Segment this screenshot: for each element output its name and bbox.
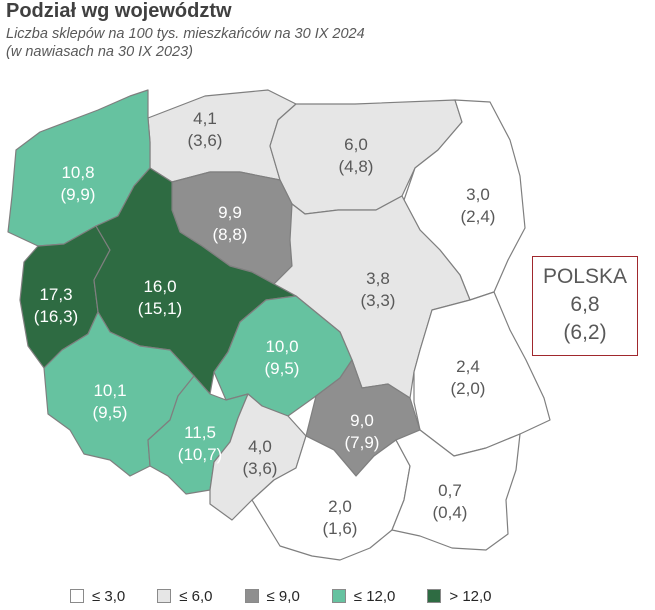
region-value-lodzkie: 10,0 [265, 337, 298, 356]
legend: ≤ 3,0 ≤ 6,0 ≤ 9,0 ≤ 12,0 > 12,0 [70, 586, 524, 606]
region-value-podkarpackie: 0,7 [438, 481, 462, 500]
region-value-dolnoslaskie: 10,1 [93, 381, 126, 400]
region-prev-value-lubelskie: (2,0) [451, 379, 486, 398]
region-value-warminsko-mazurskie: 6,0 [344, 135, 368, 154]
region-prev-value-dolnoslaskie: (9,5) [93, 403, 128, 422]
region-prev-value-wielkopolskie: (15,1) [138, 299, 182, 318]
legend-item: ≤ 12,0 [331, 587, 396, 605]
legend-label: > 12,0 [449, 587, 492, 605]
legend-label: ≤ 6,0 [179, 587, 213, 605]
legend-swatch [244, 589, 259, 603]
region-prev-value-swietokrzyskie: (7,9) [345, 433, 380, 452]
region-value-lubuskie: 17,3 [39, 285, 72, 304]
region-prev-value-lodzkie: (9,5) [265, 359, 300, 378]
region-value-malopolskie: 2,0 [328, 497, 352, 516]
national-prev-value: (6,2) [563, 321, 607, 344]
legend-swatch [331, 589, 346, 603]
legend-item: > 12,0 [427, 587, 492, 605]
region-value-lubelskie: 2,4 [456, 357, 480, 376]
legend-swatch [70, 589, 84, 603]
national-total-box: POLSKA 6,8 (6,2) [532, 256, 638, 356]
region-value-podlaskie: 3,0 [466, 185, 490, 204]
legend-item: ≤ 9,0 [244, 587, 300, 605]
region-prev-value-malopolskie: (1,6) [323, 519, 358, 538]
legend-label: ≤ 12,0 [353, 587, 396, 605]
legend-label: ≤ 9,0 [266, 587, 300, 605]
subtitle-line-2: (w nawiasach na 30 IX 2023) [6, 44, 193, 60]
legend-item: ≤ 6,0 [157, 587, 213, 605]
region-prev-value-podlaskie: (2,4) [461, 207, 496, 226]
region-value-pomorskie: 4,1 [193, 109, 217, 128]
region-lubelskie[interactable] [413, 291, 551, 457]
region-prev-value-kujawsko-pomorskie: (8,8) [213, 225, 248, 244]
region-prev-value-opolskie: (10,7) [178, 445, 222, 464]
region-prev-value-pomorskie: (3,6) [188, 131, 223, 150]
map-title: Podział wg województw [6, 0, 232, 22]
legend-item: ≤ 3,0 [70, 588, 125, 605]
legend-label: ≤ 3,0 [92, 587, 126, 605]
region-prev-value-mazowieckie: (3,3) [361, 291, 396, 310]
region-value-kujawsko-pomorskie: 9,9 [218, 203, 242, 222]
region-podkarpackie[interactable] [391, 429, 521, 551]
region-prev-value-zachodniopomorskie: (9,9) [61, 185, 96, 204]
national-name: POLSKA [542, 265, 628, 288]
legend-swatch [427, 589, 442, 603]
map-subtitle: Liczba sklepów na 100 tys. mieszkańców n… [6, 25, 365, 61]
region-value-wielkopolskie: 16,0 [143, 277, 176, 296]
national-value: 6,8 [570, 293, 600, 316]
region-prev-value-slaskie: (3,6) [243, 459, 278, 478]
legend-swatch [157, 589, 172, 603]
region-prev-value-podkarpackie: (0,4) [433, 503, 468, 522]
region-value-zachodniopomorskie: 10,8 [61, 163, 94, 182]
region-prev-value-lubuskie: (16,3) [34, 307, 78, 326]
region-value-slaskie: 4,0 [248, 437, 272, 456]
region-slaskie[interactable] [209, 393, 307, 521]
region-value-mazowieckie: 3,8 [366, 269, 390, 288]
subtitle-line-1: Liczba sklepów na 100 tys. mieszkańców n… [6, 26, 365, 42]
region-value-opolskie: 11,5 [184, 423, 216, 442]
region-value-swietokrzyskie: 9,0 [350, 411, 374, 430]
region-prev-value-warminsko-mazurskie: (4,8) [339, 157, 374, 176]
